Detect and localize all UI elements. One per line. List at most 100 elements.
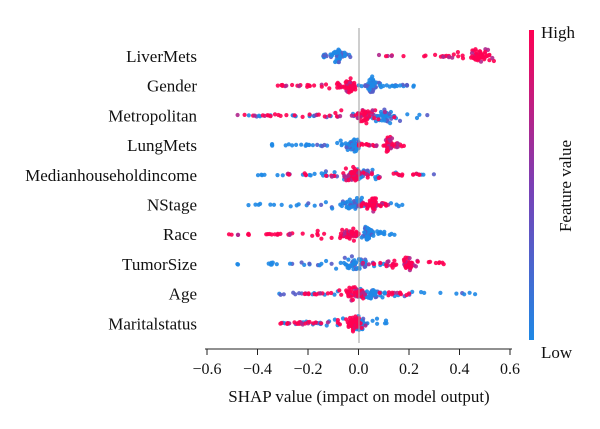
shap-dot [343, 141, 348, 146]
feature-label: LiverMets [126, 47, 197, 66]
shap-dot [436, 260, 442, 266]
shap-dot [269, 232, 274, 237]
shap-dot [349, 263, 354, 268]
shap-dot [409, 260, 414, 265]
shap-dot [364, 172, 369, 177]
feature-label: Medianhouseholdincome [25, 166, 197, 185]
shap-dot [351, 238, 356, 243]
shap-dot [235, 262, 241, 267]
shap-dot [339, 203, 344, 209]
shap-dot [403, 255, 408, 260]
shap-dot [275, 173, 280, 178]
shap-dot [312, 83, 317, 88]
feature-label: Gender [147, 77, 197, 96]
shap-dot [387, 111, 392, 116]
shap-dot [441, 54, 446, 60]
shap-dot [350, 86, 356, 91]
shap-dot [307, 261, 312, 266]
shap-dot [446, 55, 451, 60]
shap-dot [433, 52, 438, 58]
shap-dot [341, 260, 347, 266]
shap-dot [286, 142, 291, 147]
shap-dot [402, 259, 407, 264]
shap-dot [433, 260, 438, 266]
shap-dot [392, 115, 397, 120]
shap-dot [388, 146, 393, 151]
shap-dot [396, 204, 401, 209]
shap-dot [365, 225, 370, 230]
shap-dot [276, 112, 281, 118]
shap-dot [334, 114, 340, 119]
shap-dot [365, 175, 370, 180]
shap-dot [363, 323, 368, 328]
shap-dot [336, 60, 341, 65]
shap-dot [302, 291, 307, 297]
feature-label: Race [163, 225, 197, 244]
shap-dot [335, 320, 340, 325]
shap-dot [319, 261, 324, 266]
shap-dot [359, 84, 364, 89]
shap-dot [288, 204, 293, 209]
shap-dot [404, 263, 409, 268]
shap-dot [260, 113, 265, 118]
shap-dot [324, 258, 329, 264]
shap-dot [281, 292, 286, 297]
shap-dot [246, 231, 251, 236]
shap-dot [369, 172, 374, 177]
shap-dot [353, 261, 358, 266]
shap-dot [367, 201, 372, 206]
shap-dot [323, 82, 329, 87]
shap-dot [329, 53, 334, 58]
shap-dot [377, 83, 383, 88]
colorbar-high-label: High [541, 23, 576, 42]
shap-dot [279, 202, 284, 207]
shap-dot [340, 227, 345, 232]
shap-dot [361, 170, 366, 175]
shap-dot [338, 138, 343, 143]
shap-dot [388, 138, 393, 143]
shap-dot [255, 173, 261, 178]
colorbar-low-label: Low [541, 343, 573, 362]
shap-dot [366, 262, 371, 267]
shap-dot [352, 204, 357, 209]
shap-dot [337, 288, 342, 293]
shap-dot [487, 58, 492, 63]
x-tick-label: −0.4 [243, 361, 272, 378]
shap-dot [303, 143, 308, 148]
shap-dot [451, 52, 456, 57]
shap-dot [312, 203, 317, 208]
shap-dot [246, 203, 251, 208]
shap-dot [322, 114, 327, 119]
shap-dot [314, 292, 319, 297]
feature-label: NStage [147, 196, 197, 215]
shap-dot [470, 54, 475, 59]
shap-dot [364, 116, 369, 121]
shap-dot [344, 145, 349, 150]
shap-dot [431, 172, 436, 177]
shap-dot [475, 52, 480, 58]
shap-dot [440, 260, 445, 265]
shap-dot [313, 320, 318, 325]
shap-dot [342, 173, 347, 178]
feature-label: TumorSize [122, 255, 197, 274]
shap-dot [284, 113, 289, 118]
shap-dot [346, 257, 351, 262]
shap-dot [252, 113, 257, 118]
shap-dot [332, 170, 337, 175]
shap-dot [336, 82, 341, 87]
shap-dot [367, 114, 372, 119]
shap-dot [454, 291, 459, 296]
shap-dot [370, 108, 375, 113]
shap-dot [325, 291, 330, 296]
shap-dot [361, 296, 366, 301]
shap-dot [347, 285, 352, 290]
shap-dot [375, 229, 380, 234]
shap-dot [438, 290, 443, 295]
shap-dot [265, 232, 270, 237]
shap-dot [365, 109, 371, 114]
shap-dot [373, 292, 378, 297]
shap-dot [404, 82, 409, 88]
shap-dot [319, 202, 324, 207]
shap-dot [362, 230, 367, 235]
feature-label: LungMets [127, 136, 197, 155]
